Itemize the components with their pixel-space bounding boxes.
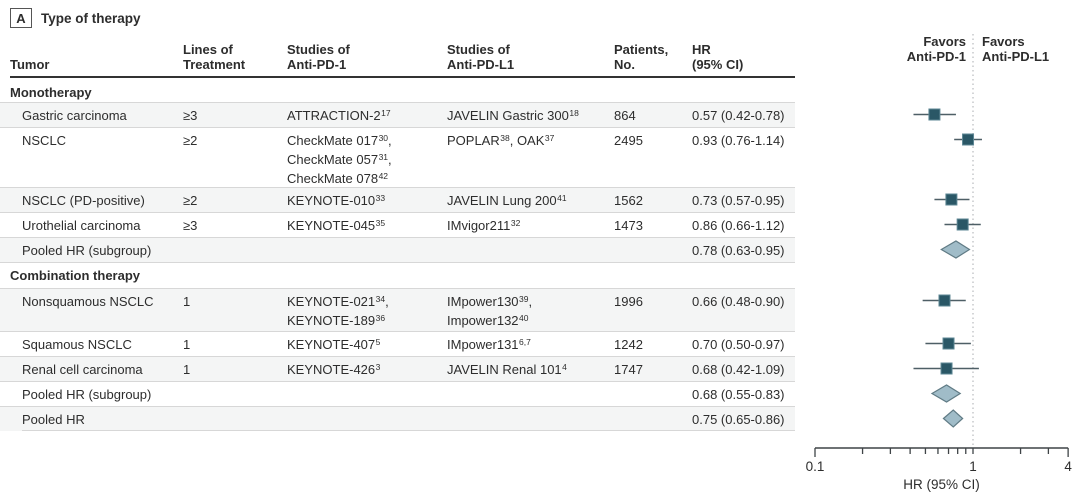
tumor-cell: Pooled HR <box>22 412 85 427</box>
lines-of-treatment-cell: 1 <box>183 294 191 309</box>
studies-anti-pd-1-cell: CheckMate 01730, CheckMate 05731, CheckMat… <box>287 133 392 186</box>
studies-anti-pd-1-cell: KEYNOTE-02134, KEYNOTE-18936 <box>287 294 389 328</box>
lines-of-treatment-cell: ≥3 <box>183 218 198 233</box>
studies-anti-pd-1-cell: KEYNOTE-4075 <box>287 337 381 352</box>
pooled-row: Pooled HR 0.75 (0.65-0.86) <box>0 406 795 431</box>
section-label: Combination therapy <box>10 268 141 283</box>
tumor-cell: NSCLC <box>22 133 67 148</box>
studies-anti-pd-1-cell: KEYNOTE-01033 <box>287 193 386 208</box>
hr-point-marker <box>945 193 958 206</box>
hr-ci-cell: 0.68 (0.42-1.09) <box>692 362 785 377</box>
table-row: NSCLC ≥2 CheckMate 01730, CheckMate 05731, C… <box>0 127 795 187</box>
hr-ci-cell: 0.75 (0.65-0.86) <box>692 412 785 427</box>
hr-ci-cell: 0.93 (0.76-1.14) <box>692 133 785 148</box>
table-row: Nonsquamous NSCLC 1 KEYNOTE-02134, KEYNOTE-… <box>0 288 795 331</box>
hr-ci-cell: 0.86 (0.66-1.12) <box>692 218 785 233</box>
lines-of-treatment-cell: 1 <box>183 362 191 377</box>
panel-header: A Type of therapy <box>10 8 141 28</box>
header-rule <box>10 76 795 78</box>
pooled-diamond <box>930 384 962 403</box>
hr-ci-cell: 0.66 (0.48-0.90) <box>692 294 785 309</box>
patients-cell: 2495 <box>614 133 643 148</box>
col-header-pdl1: Studies of Anti-PD-L1 <box>447 42 515 72</box>
table-row: Renal cell carcinoma 1 KEYNOTE-4263 JAVELIN… <box>0 356 795 381</box>
tumor-cell: Gastric carcinoma <box>22 108 127 123</box>
hr-ci-cell: 0.70 (0.50-0.97) <box>692 337 785 352</box>
pooled-row: Pooled HR (subgroup) 0.68 (0.55-0.83) <box>0 381 795 406</box>
section-label: Monotherapy <box>10 85 92 100</box>
x-axis-tick-label: 1 <box>969 459 977 474</box>
studies-anti-pd-l1-cell: IMpower1316,7 <box>447 337 531 352</box>
patients-cell: 1562 <box>614 193 643 208</box>
studies-anti-pd-1-cell: KEYNOTE-4263 <box>287 362 381 377</box>
favors-anti-pd-l1-label: Favors Anti-PD-L1 <box>982 34 1050 64</box>
studies-anti-pd-1-cell: ATTRACTION-217 <box>287 108 391 123</box>
patients-cell: 1996 <box>614 294 643 309</box>
table-row: Gastric carcinoma ≥3 ATTRACTION-217 JAVELIN… <box>0 102 795 127</box>
hr-ci-cell: 0.68 (0.55-0.83) <box>692 387 785 402</box>
studies-anti-pd-l1-cell: JAVELIN Lung 20041 <box>447 193 567 208</box>
col-header-patients: Patients, No. <box>614 42 669 72</box>
section-row: Monotherapy <box>0 80 795 102</box>
table-row: Squamous NSCLC 1 KEYNOTE-4075 IMpower1316,7… <box>0 331 795 356</box>
table-row: Urothelial carcinoma ≥3 KEYNOTE-04535 IMvig… <box>0 212 795 237</box>
x-axis-title: HR (95% CI) <box>903 477 980 492</box>
studies-anti-pd-l1-cell: POPLAR38, OAK37 <box>447 133 555 148</box>
hr-point-marker <box>928 108 941 121</box>
hr-point-marker <box>942 337 955 350</box>
pooled-diamond <box>942 409 964 428</box>
col-header-tumor: Tumor <box>10 57 50 72</box>
patients-cell: 864 <box>614 108 636 123</box>
hr-point-marker <box>940 362 953 375</box>
hr-point-marker <box>956 218 969 231</box>
studies-anti-pd-l1-cell: IMvigor21132 <box>447 218 521 233</box>
col-header-lines: Lines of Treatment <box>183 42 246 72</box>
studies-anti-pd-l1-cell: IMpower13039, Impower13240 <box>447 294 533 328</box>
patients-cell: 1473 <box>614 218 643 233</box>
lines-of-treatment-cell: ≥2 <box>183 133 198 148</box>
tumor-cell: Pooled HR (subgroup) <box>22 387 152 402</box>
studies-anti-pd-l1-cell: JAVELIN Renal 1014 <box>447 362 567 377</box>
hr-ci-cell: 0.57 (0.42-0.78) <box>692 108 785 123</box>
x-axis-tick-label: 4 <box>1064 459 1072 474</box>
hr-ci-cell: 0.73 (0.57-0.95) <box>692 193 785 208</box>
col-header-pd1: Studies of Anti-PD-1 <box>287 42 350 72</box>
pooled-row: Pooled HR (subgroup) 0.78 (0.63-0.95) <box>0 237 795 262</box>
panel-title: Type of therapy <box>41 10 141 26</box>
pooled-diamond <box>940 240 971 259</box>
hr-point-marker <box>962 133 975 146</box>
lines-of-treatment-cell: ≥2 <box>183 193 198 208</box>
patients-cell: 1747 <box>614 362 643 377</box>
hr-point-marker <box>938 294 951 307</box>
tumor-cell: NSCLC (PD-positive) <box>22 193 145 208</box>
hr-ci-cell: 0.78 (0.63-0.95) <box>692 243 785 258</box>
section-row: Combination therapy <box>0 262 795 288</box>
col-header-hr: HR (95% CI) <box>692 42 744 72</box>
favors-anti-pd-1-label: Favors Anti-PD-1 <box>906 34 966 64</box>
table-bottom-rule <box>22 430 795 431</box>
studies-anti-pd-l1-cell: JAVELIN Gastric 30018 <box>447 108 579 123</box>
tumor-cell: Urothelial carcinoma <box>22 218 141 233</box>
tumor-cell: Renal cell carcinoma <box>22 362 143 377</box>
patients-cell: 1242 <box>614 337 643 352</box>
tumor-cell: Nonsquamous NSCLC <box>22 294 154 309</box>
panel-label: A <box>10 8 32 28</box>
tumor-cell: Pooled HR (subgroup) <box>22 243 152 258</box>
studies-anti-pd-1-cell: KEYNOTE-04535 <box>287 218 386 233</box>
lines-of-treatment-cell: ≥3 <box>183 108 198 123</box>
column-headers: Tumor Lines of Treatment Studies of Anti… <box>0 30 810 74</box>
lines-of-treatment-cell: 1 <box>183 337 191 352</box>
table-row: NSCLC (PD-positive) ≥2 KEYNOTE-01033 JAVELI… <box>0 187 795 212</box>
x-axis-tick-label: 0.1 <box>806 459 825 474</box>
tumor-cell: Squamous NSCLC <box>22 337 132 352</box>
